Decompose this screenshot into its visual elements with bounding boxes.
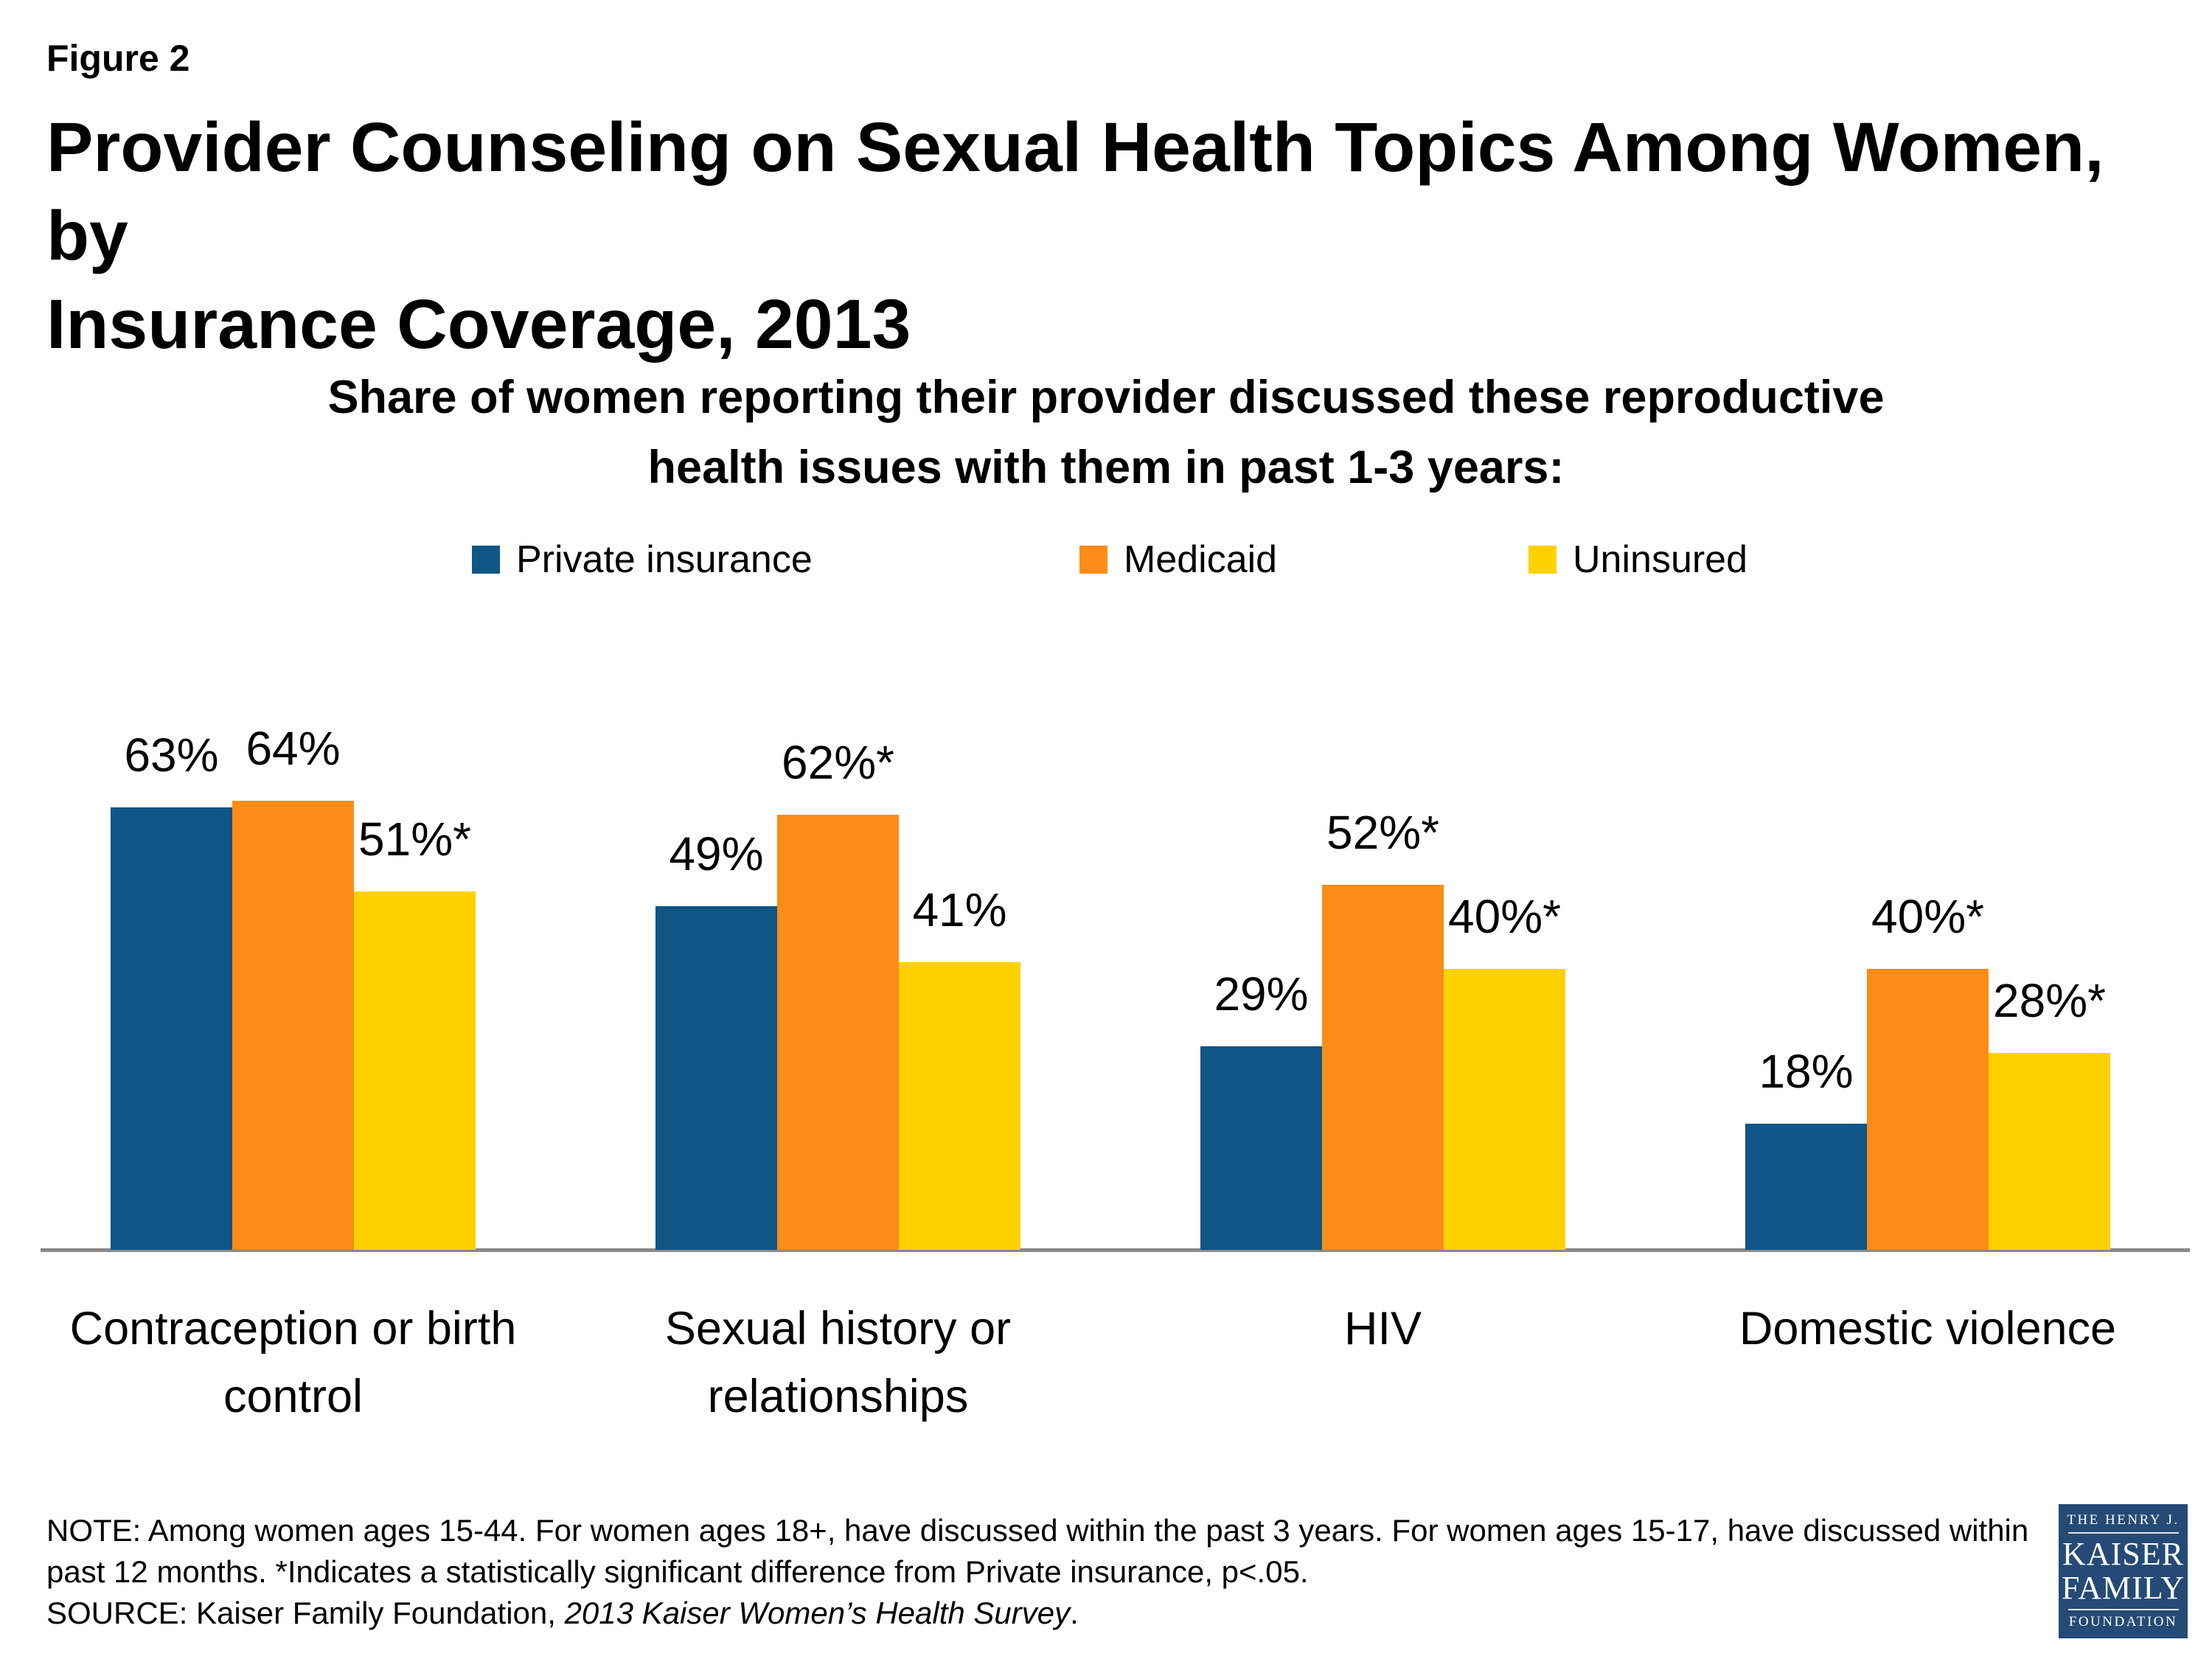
kff-logo: THE HENRY J. KAISER FAMILY FOUNDATION (2059, 1504, 2188, 1638)
chart-subtitle: Share of women reporting their provider … (0, 363, 2212, 503)
value-label: 64% (246, 722, 341, 775)
bar-private-insurance-1 (111, 807, 232, 1250)
legend-swatch-medicaid (1079, 546, 1107, 574)
bar-uninsured-3 (1444, 969, 1565, 1250)
value-label: 28%* (1993, 974, 2106, 1027)
category-label: Contraception or birth control (69, 1303, 517, 1422)
bar-uninsured-1 (354, 891, 476, 1250)
kff-logo-kaiser: KAISER (2062, 1536, 2184, 1572)
legend-label: Medicaid (1124, 538, 1278, 581)
page-title-line1: Provider Counseling on Sexual Health Top… (46, 108, 2104, 275)
bar-medicaid-1 (232, 801, 354, 1250)
value-label: 40%* (1448, 890, 1561, 943)
chart-subtitle-line2: health issues with them in past 1-3 year… (647, 442, 1565, 493)
bar-medicaid-3 (1322, 885, 1444, 1250)
value-label: 18% (1759, 1045, 1854, 1098)
chart-subtitle-line1: Share of women reporting their provider … (327, 372, 1885, 423)
value-label: 41% (912, 883, 1007, 936)
bar-private-insurance-2 (655, 906, 777, 1250)
legend-item-medicaid: Medicaid (1079, 538, 1278, 581)
source-title: 2013 Kaiser Women’s Health Survey (564, 1596, 1071, 1630)
page-title: Provider Counseling on Sexual Health Top… (46, 103, 2185, 369)
value-label: 62%* (782, 736, 894, 789)
category-label: Sexual history or relationships (664, 1303, 1012, 1422)
legend-swatch-uninsured (1528, 546, 1557, 574)
bar-private-insurance-4 (1745, 1124, 1867, 1250)
bar-uninsured-4 (1989, 1053, 2110, 1250)
legend-label: Uninsured (1573, 538, 1748, 581)
legend-item-private-insurance: Private insurance (472, 538, 813, 581)
value-label: 63% (124, 728, 219, 782)
legend-label: Private insurance (516, 538, 813, 581)
category-label: Domestic violence (1739, 1303, 2117, 1354)
x-axis-line (41, 1248, 2190, 1252)
figure-number: Figure 2 (46, 38, 190, 79)
kff-logo-rule-top (2067, 1532, 2179, 1534)
note-line1: NOTE: Among women ages 15-44. For women … (46, 1513, 2029, 1548)
bar-medicaid-4 (1867, 969, 1989, 1250)
page-title-line2: Insurance Coverage, 2013 (46, 285, 911, 364)
source-line: SOURCE: Kaiser Family Foundation, 2013 K… (46, 1596, 1079, 1630)
value-label: 49% (669, 827, 764, 880)
footnotes: NOTE: Among women ages 15-44. For women … (46, 1510, 2052, 1634)
category-label: HIV (1343, 1303, 1422, 1354)
legend-item-uninsured: Uninsured (1528, 538, 1748, 581)
value-label: 29% (1214, 967, 1309, 1020)
value-label: 52%* (1326, 806, 1439, 859)
value-label: 51%* (358, 813, 471, 866)
note-line2: past 12 months. *Indicates a statistical… (46, 1554, 1309, 1589)
kff-logo-rule-bottom (2067, 1609, 2179, 1610)
value-label: 40%* (1871, 890, 1984, 943)
bar-medicaid-2 (777, 815, 899, 1250)
kff-logo-top-text: THE HENRY J. (2067, 1512, 2180, 1528)
bar-private-insurance-3 (1200, 1046, 1322, 1250)
bar-uninsured-2 (899, 962, 1020, 1250)
legend-swatch-private-insurance (472, 546, 500, 574)
kff-logo-family: FAMILY (2062, 1570, 2185, 1606)
kff-logo-foundation: FOUNDATION (2068, 1614, 2178, 1630)
